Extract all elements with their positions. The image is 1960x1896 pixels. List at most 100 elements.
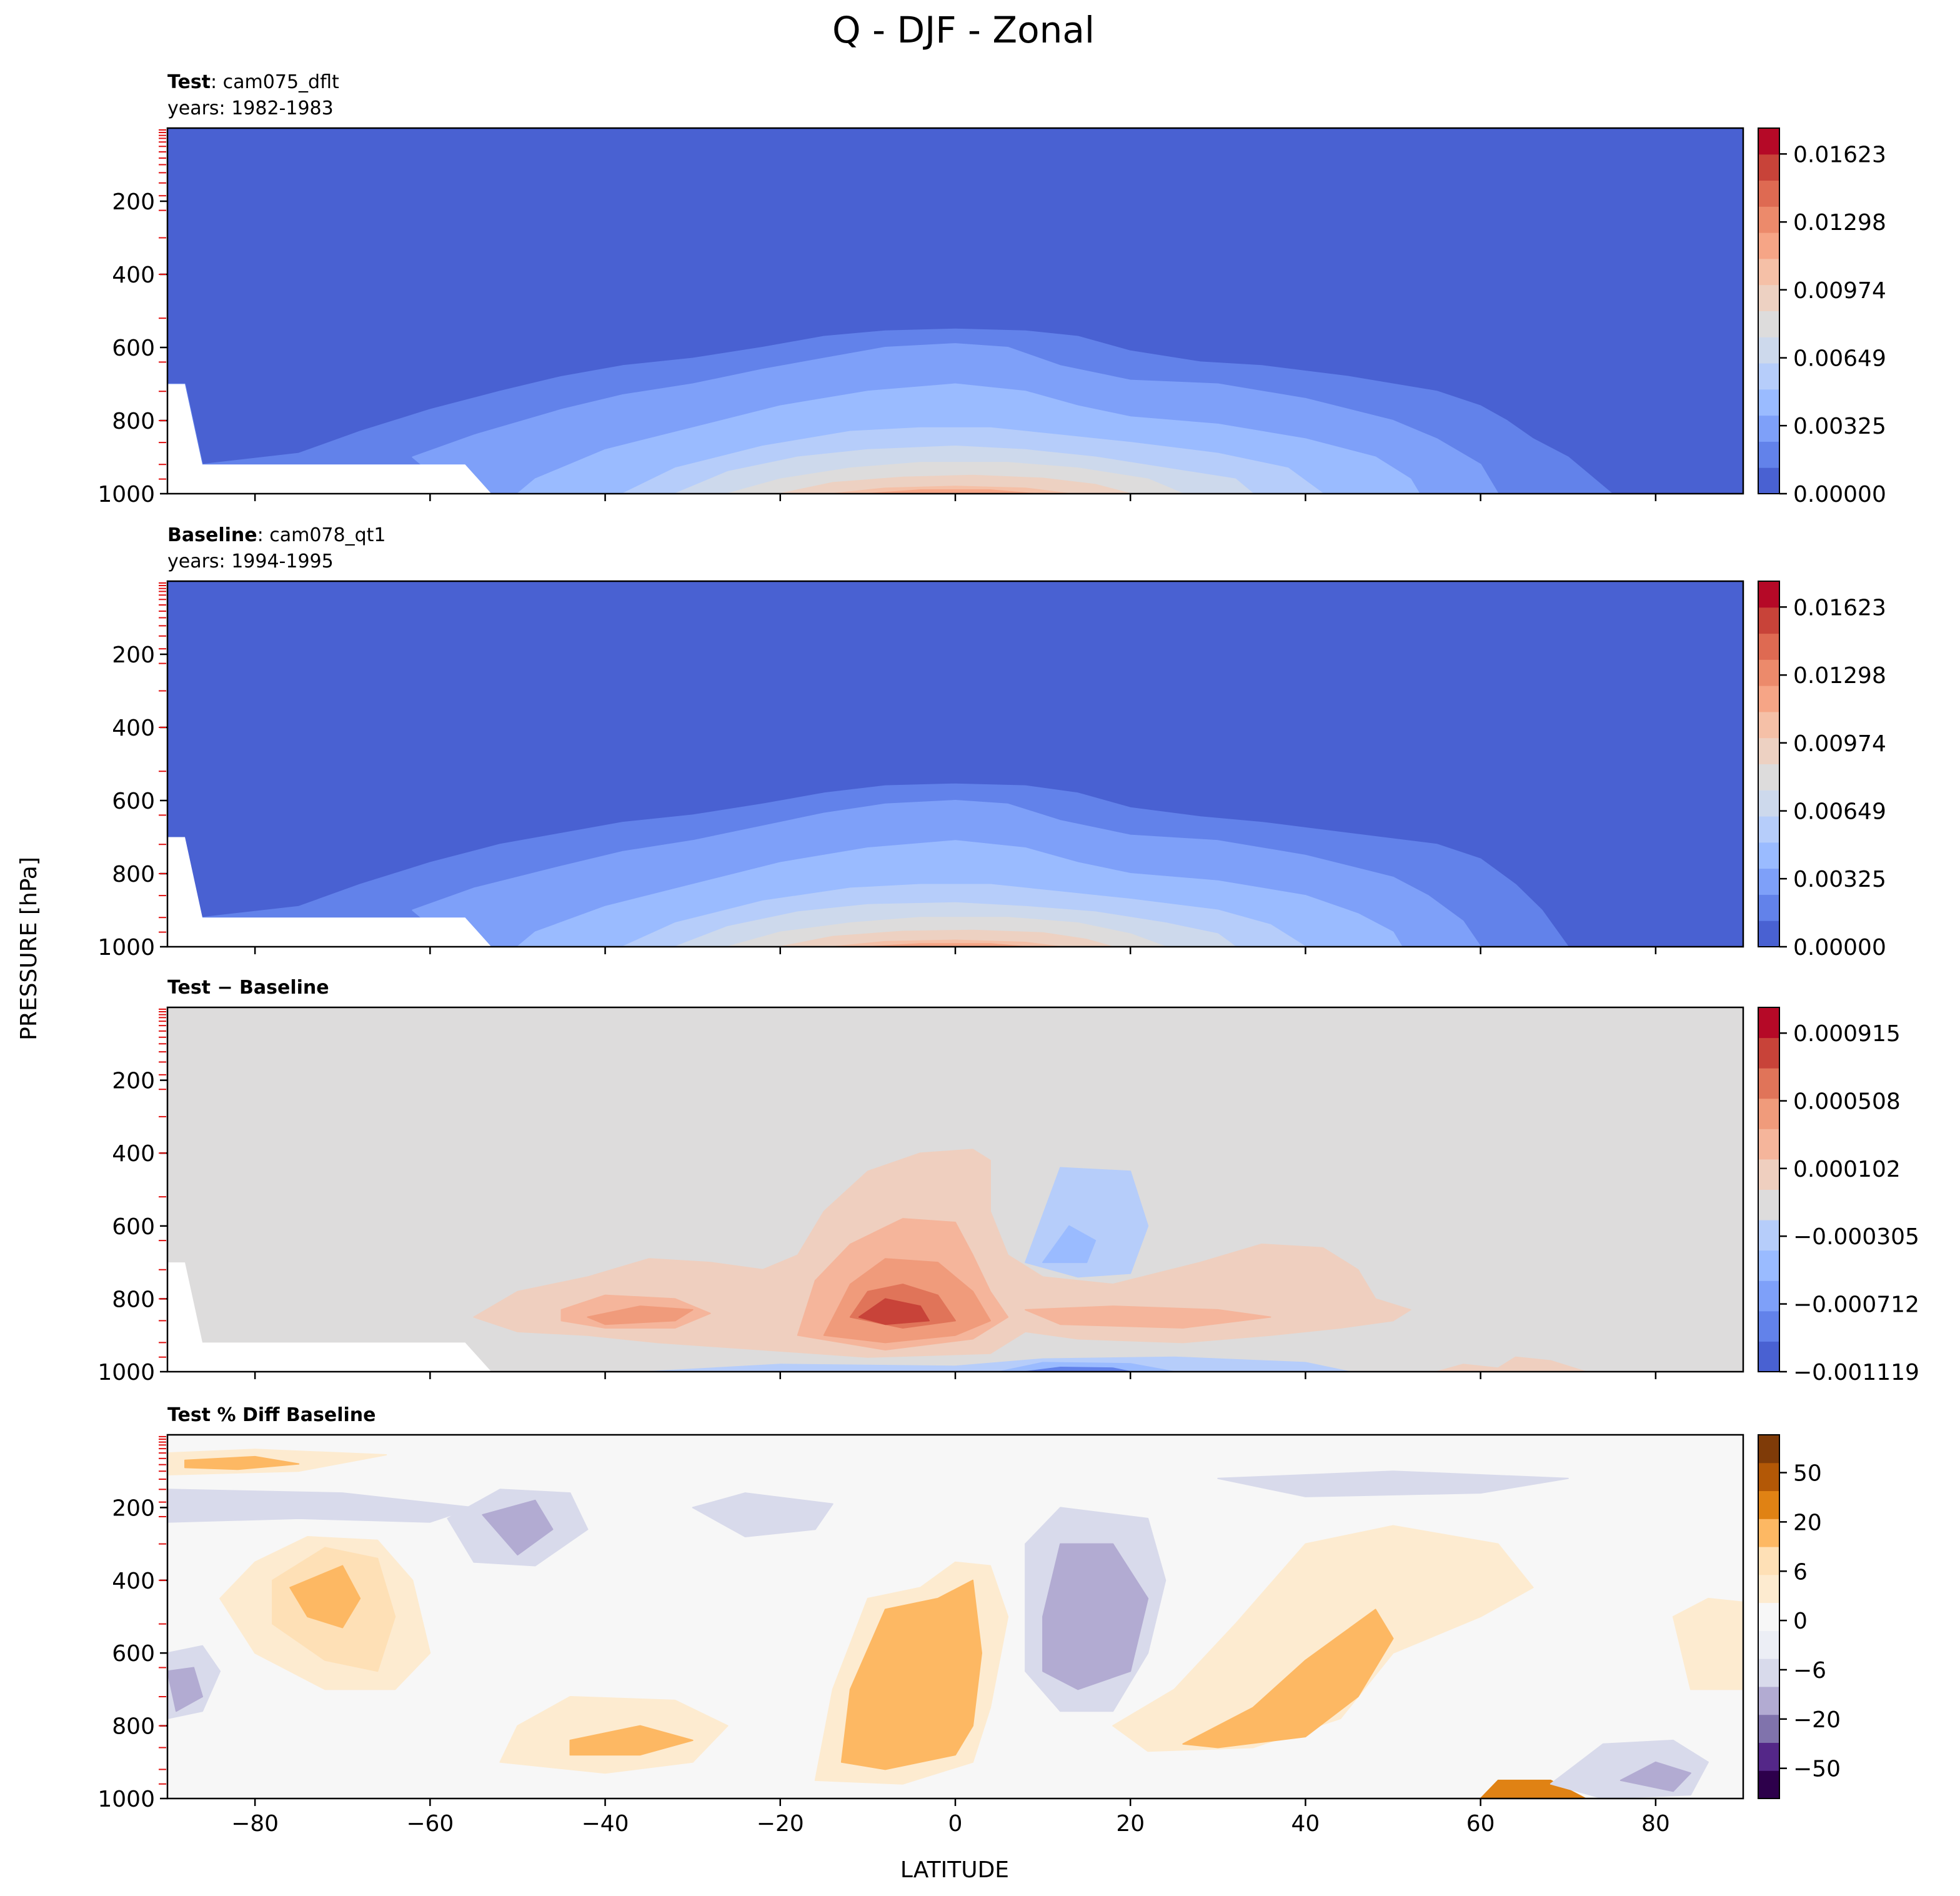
colorbar-tick-label: 0.00974	[1793, 278, 1886, 304]
contour-region-22	[167, 1667, 203, 1712]
colorbar: 0.00000 0.00325 0.00649 0.00974 0.01298 0.016…	[1758, 581, 1886, 960]
colorbar-frame	[1758, 1007, 1780, 1372]
colorbar-segment	[1758, 1159, 1779, 1190]
colorbar-tick-label: −0.001119	[1793, 1360, 1919, 1385]
contour-region-12	[1025, 1367, 1132, 1372]
panel-title: Baseline: cam078_qt1	[167, 524, 386, 546]
panel-title-case: : cam078_qt1	[257, 524, 386, 546]
colorbar-segment	[1758, 790, 1779, 817]
colorbar-segment	[1758, 311, 1779, 337]
colorbar-segment	[1758, 284, 1779, 311]
colorbar: 0.00000 0.00325 0.00649 0.00974 0.01298 0.016…	[1758, 127, 1886, 507]
colorbar-tick-label: −50	[1793, 1757, 1841, 1782]
colorbar-frame	[1758, 1434, 1780, 1799]
plot-area	[167, 128, 1743, 494]
colorbar-segment	[1758, 1007, 1779, 1039]
contour-region-12	[840, 1579, 982, 1770]
colorbar-segment	[1758, 1435, 1779, 1464]
panel-years: years: 1982-1983	[167, 97, 334, 119]
y-tick-label: 800	[112, 1287, 155, 1312]
y-tick-label: 600	[112, 789, 155, 814]
panel-title: Test % Diff Baseline	[167, 1404, 376, 1426]
x-tick-label: 40	[1291, 1811, 1320, 1837]
colorbar-tick-label: 0	[1793, 1609, 1808, 1634]
colorbar-segment	[1758, 1189, 1779, 1220]
colorbar-segment	[1758, 1630, 1779, 1659]
y-tick-label: 1000	[97, 482, 155, 507]
contour-region-1	[184, 1455, 300, 1470]
colorbar-segment	[1758, 1129, 1779, 1160]
plot-area	[167, 581, 1743, 947]
colorbar-segment	[1758, 1462, 1779, 1492]
y-tick-label: 800	[112, 409, 155, 434]
terrain-mask	[167, 384, 492, 494]
x-tick-label: −60	[406, 1811, 454, 1837]
colorbar-tick-label: 50	[1793, 1461, 1822, 1487]
x-tick-label: −20	[757, 1811, 804, 1837]
contour-region-2	[167, 1489, 475, 1523]
y-tick-label: 400	[112, 262, 155, 288]
colorbar-segment	[1758, 1602, 1779, 1631]
colorbar-segment	[1758, 1574, 1779, 1604]
panel-title: Test − Baseline	[167, 977, 329, 999]
x-tick-label: 80	[1641, 1811, 1670, 1837]
colorbar-segment	[1758, 659, 1779, 686]
terrain-mask	[167, 1262, 492, 1372]
panel-title-bold: Test	[167, 71, 211, 93]
y-tick-label: 1000	[97, 1360, 155, 1385]
colorbar-segment	[1758, 1770, 1779, 1799]
contour-region-10	[648, 1356, 1350, 1372]
colorbar-segment	[1758, 337, 1779, 364]
y-tick-label: 400	[112, 1141, 155, 1167]
y-tick-label: 800	[112, 862, 155, 887]
colorbar-segment	[1758, 711, 1779, 739]
colorbar-tick-label: −20	[1793, 1707, 1841, 1733]
contour-region-15	[1217, 1470, 1569, 1497]
colorbar-segment	[1758, 1037, 1779, 1069]
colorbar-tick-label: 0.01623	[1793, 142, 1886, 167]
y-tick-label: 600	[112, 336, 155, 361]
x-tick-label: −40	[582, 1811, 629, 1837]
x-tick-label: −80	[231, 1811, 279, 1837]
colorbar-tick-label: 20	[1793, 1510, 1822, 1535]
contour-region-9	[569, 1725, 694, 1756]
x-tick-label: 0	[948, 1811, 963, 1837]
colorbar-segment	[1758, 921, 1779, 947]
plot-area	[167, 1435, 1743, 1799]
colorbar-tick-label: 0.00325	[1793, 414, 1886, 439]
colorbar-tick-label: −6	[1793, 1658, 1826, 1684]
contour-region-6	[779, 474, 1132, 494]
colorbar: −0.001119 −0.000712 −0.000305 0.000102 0.000…	[1758, 1007, 1919, 1385]
y-tick-label: 200	[112, 1495, 155, 1521]
contour-region-16	[1112, 1525, 1534, 1752]
contour-region-13	[1436, 1356, 1586, 1372]
y-tick-label: 200	[112, 642, 155, 668]
colorbar-tick-label: 0.000102	[1793, 1157, 1901, 1182]
contour-region-9	[1042, 1225, 1097, 1264]
contour-region-7	[858, 1298, 930, 1325]
colorbar-tick-label: −0.000712	[1793, 1292, 1919, 1318]
colorbar-tick-label: 0.000508	[1793, 1089, 1901, 1115]
colorbar-segment	[1758, 686, 1779, 712]
colorbar-segment	[1758, 764, 1779, 791]
contour-region-4	[587, 1305, 694, 1325]
y-tick-label: 200	[112, 189, 155, 215]
colorbar-segment	[1758, 363, 1779, 390]
contour-region-7	[482, 1499, 554, 1556]
colorbar-segment	[1758, 1098, 1779, 1129]
panel-test: 200 400 600 800 1000 Test: cam075_dflt years: …	[97, 71, 1886, 507]
colorbar-segment	[1758, 842, 1779, 869]
y-tick-label: 600	[112, 1214, 155, 1240]
colorbar-segment	[1758, 258, 1779, 286]
colorbar-tick-label: 0.00000	[1793, 482, 1886, 507]
colorbar-segment	[1758, 180, 1779, 207]
colorbar-tick-label: 6	[1793, 1559, 1808, 1585]
contour-region-14	[1042, 1543, 1149, 1690]
colorbar-tick-label: 0.01623	[1793, 595, 1886, 621]
terrain-mask	[167, 837, 492, 947]
contour-region-3	[1025, 1305, 1271, 1329]
panel-baseline: 200 400 600 800 1000 Baseline: cam078_qt1year…	[97, 524, 1886, 960]
colorbar-segment	[1758, 1341, 1779, 1372]
